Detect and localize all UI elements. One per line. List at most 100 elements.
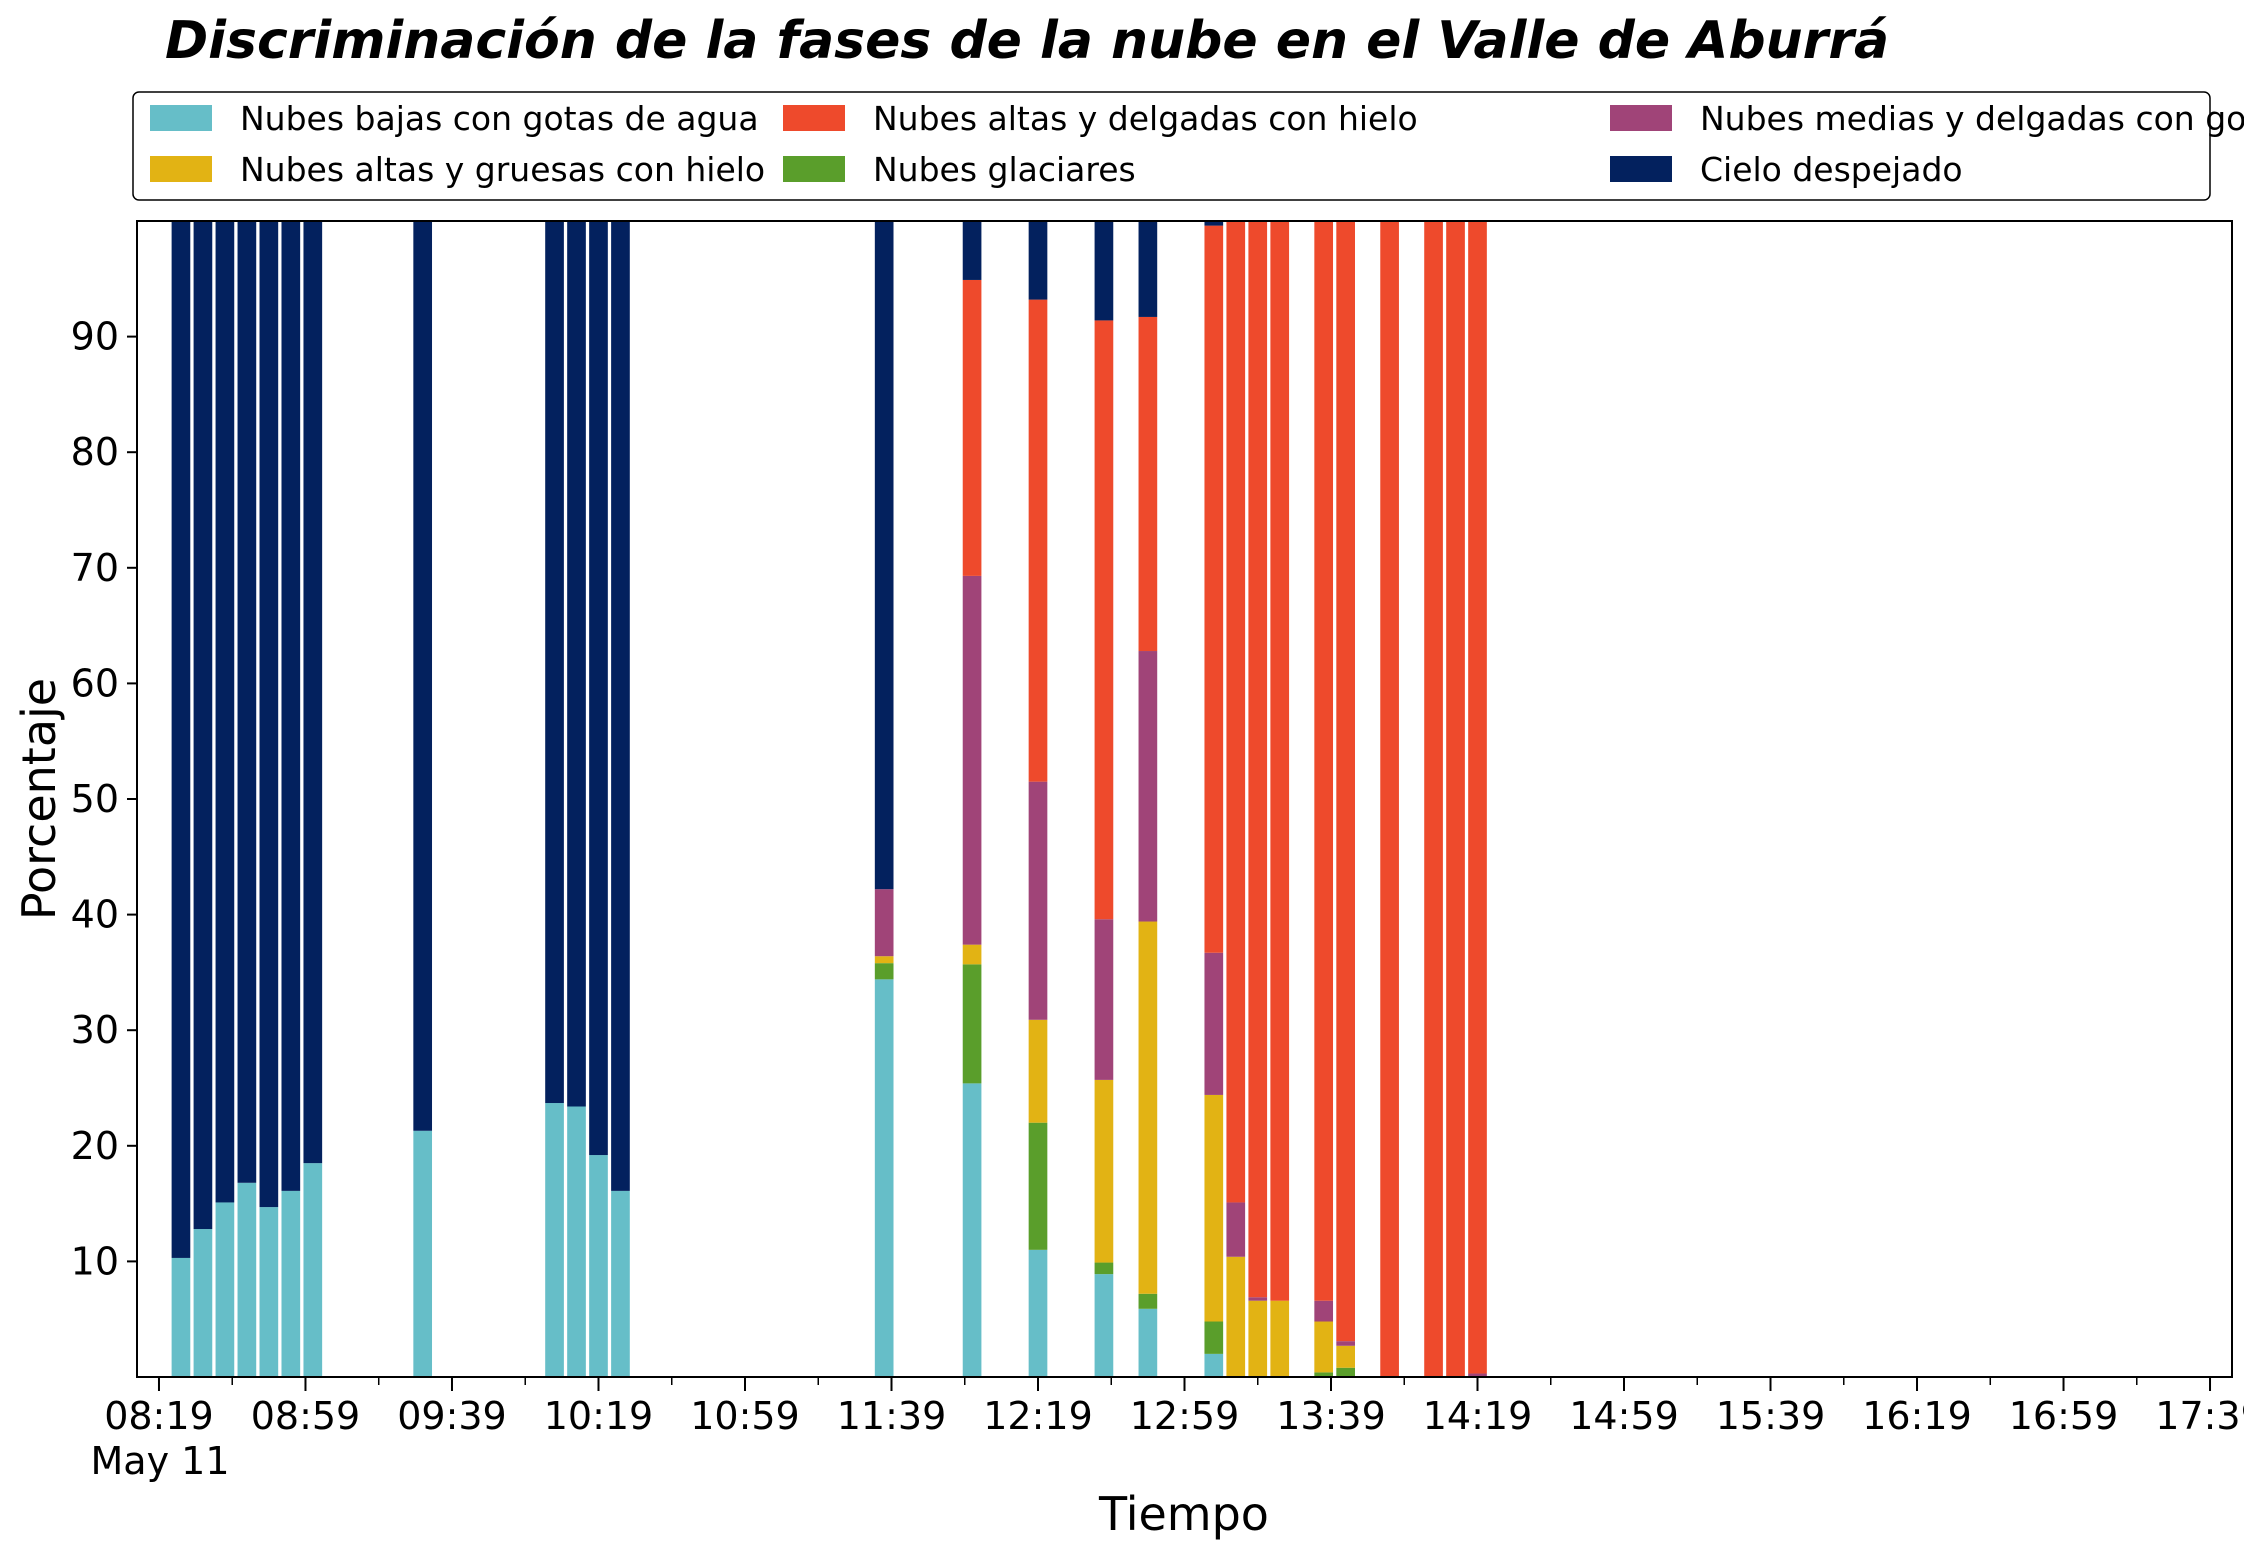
bar-segment [1248, 1300, 1268, 1377]
x-tick-label: 17:39 [2155, 1394, 2244, 1438]
legend-swatch [1610, 105, 1672, 131]
bar-segment [1270, 1300, 1290, 1377]
bar-group [303, 221, 323, 1377]
bar-segment [413, 1130, 433, 1377]
legend-label: Nubes bajas con gotas de agua [240, 99, 759, 138]
bar-segment [611, 1190, 630, 1377]
x-tick-label: 08:59 [251, 1394, 361, 1438]
legend-label: Cielo despejado [1700, 150, 1963, 189]
bar-segment [281, 221, 301, 1191]
legend-label: Nubes glaciares [873, 150, 1136, 189]
bar-segment [1336, 1345, 1355, 1368]
bar-segment [215, 1202, 235, 1377]
bar-segment [874, 956, 894, 964]
bar-segment [874, 963, 894, 980]
bar-segment [1314, 221, 1334, 1301]
bar-group [874, 221, 894, 1377]
bar-segment [1204, 952, 1224, 1095]
bar-segment [1336, 1341, 1355, 1346]
bar-group [1204, 221, 1224, 1377]
x-tick-label: 10:59 [690, 1394, 800, 1438]
bar-group [1468, 221, 1487, 1377]
bar-segment [874, 889, 894, 957]
bar-group [1226, 221, 1246, 1377]
x-tick-label: 12:19 [983, 1394, 1093, 1438]
bar-segment [1094, 919, 1114, 1080]
bar-segment [1336, 1367, 1355, 1377]
bar-segment [1204, 225, 1224, 953]
chart-title: Discriminación de la fases de la nube en… [165, 11, 1889, 71]
y-axis-label: Porcentaje [12, 678, 66, 920]
bar-group [1336, 221, 1355, 1377]
bar-segment [413, 221, 433, 1131]
bar-group [567, 221, 586, 1377]
bar-group [545, 221, 564, 1377]
bar-segment [1270, 221, 1290, 1301]
bar-segment [1226, 221, 1246, 1203]
bar-segment [1226, 1256, 1246, 1377]
y-tick-label: 30 [71, 1008, 119, 1052]
y-tick-label: 60 [71, 661, 119, 705]
bar-segment [1314, 1321, 1334, 1373]
bar-segment [171, 221, 191, 1258]
bar-segment [259, 221, 279, 1208]
y-tick-label: 10 [71, 1239, 119, 1283]
bar-segment [567, 221, 586, 1107]
legend-item: Nubes altas y delgadas con hielo [783, 99, 1418, 138]
y-tick-label: 20 [71, 1124, 119, 1168]
legend-swatch [1610, 156, 1672, 182]
legend-label: Nubes medias y delgadas con gotas de agu… [1700, 99, 2244, 138]
bar-segment [1094, 221, 1114, 321]
x-tick-label: 08:19 [104, 1394, 214, 1438]
x-tick-label: 15:39 [1716, 1394, 1826, 1438]
bar-segment [1028, 1122, 1048, 1250]
bar-segment [1314, 1372, 1334, 1377]
bar-segment [589, 1155, 608, 1377]
bar-segment [1204, 221, 1224, 226]
y-tick-label: 70 [71, 546, 119, 590]
legend-swatch [783, 105, 845, 131]
y-tick-label: 80 [71, 430, 119, 474]
bar-segment [1446, 221, 1465, 1377]
bar-group [1380, 221, 1399, 1377]
legend-frame [132, 91, 2211, 201]
x-tick-label: 11:39 [837, 1394, 947, 1438]
legend-label: Nubes altas y delgadas con hielo [873, 99, 1418, 138]
bar-segment [1248, 1297, 1268, 1301]
bar-segment [962, 575, 982, 945]
bar-segment [874, 979, 894, 1377]
bar-segment [303, 1163, 323, 1377]
bar-segment [1380, 221, 1399, 1377]
bar-segment [259, 1207, 279, 1377]
x-tick-label: 14:19 [1423, 1394, 1533, 1438]
y-axis: 10 20 30 40 50 60 70 80 90 [71, 315, 137, 1283]
legend-item: Cielo despejado [1610, 150, 1963, 189]
bar-segment [589, 221, 608, 1156]
date-label: May 11 [91, 1439, 230, 1483]
bar-segment [1204, 1321, 1224, 1354]
bar-segment [545, 221, 564, 1104]
bars-layer [171, 221, 1487, 1377]
bar-segment [1028, 1249, 1048, 1377]
bar-segment [611, 221, 630, 1191]
bar-segment [1138, 1308, 1158, 1377]
bar-segment [962, 964, 982, 1084]
bar-segment [303, 221, 323, 1164]
x-axis-label: Tiempo [1098, 1487, 1269, 1541]
x-axis: 08:19 08:59 09:39 10:19 10:59 11:39 12:19 12:59… [104, 1377, 2244, 1438]
bar-segment [1028, 221, 1048, 300]
bar-group [171, 221, 191, 1377]
bar-segment [237, 1182, 257, 1377]
bar-group [1314, 221, 1334, 1377]
bar-group [611, 221, 630, 1377]
legend-item: Nubes glaciares [783, 150, 1136, 189]
plot-frame [136, 220, 2233, 1378]
chart-legend: Nubes bajas con gotas de agua Nubes altas… [132, 91, 2244, 201]
bar-segment [1204, 1353, 1224, 1377]
legend-swatch [150, 156, 212, 182]
bar-segment [962, 279, 982, 576]
bar-segment [171, 1257, 191, 1377]
bar-group [281, 221, 301, 1377]
bar-segment [1094, 1262, 1114, 1275]
